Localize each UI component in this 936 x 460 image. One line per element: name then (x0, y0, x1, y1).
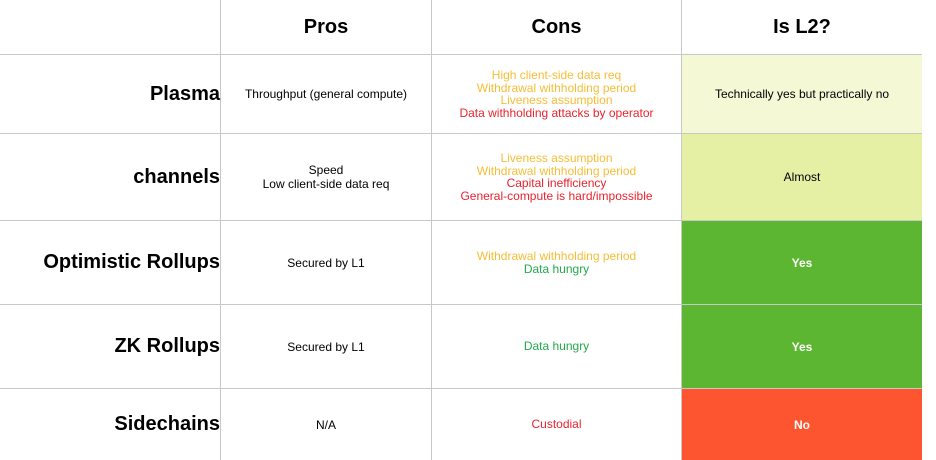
pros-item: N/A (315, 417, 336, 432)
cons-cell: Withdrawal withholding period Data hungry (432, 221, 682, 305)
pros-item: Low client-side data req (262, 177, 390, 191)
header-pros: Pros (221, 0, 432, 55)
pros-cell: Speed Low client-side data req (221, 134, 432, 221)
cons-item: High client-side data req (491, 68, 622, 82)
pros-cell: N/A (221, 389, 432, 460)
cons-item: Liveness assumption (500, 151, 613, 165)
header-is-l2: Is L2? (682, 0, 922, 55)
pros-item: Throughput (general compute) (244, 87, 408, 101)
row-label: channels (0, 134, 221, 221)
row-label: Sidechains (0, 389, 221, 460)
cons-cell: Liveness assumption Withdrawal withholdin… (432, 134, 682, 221)
header-cons: Cons (432, 0, 682, 55)
is-l2-cell: No (682, 389, 922, 460)
row-label: Optimistic Rollups (0, 221, 221, 305)
cons-item: Withdrawal withholding period (476, 80, 637, 95)
cons-item: Withdrawal withholding period (476, 249, 637, 263)
header-corner (0, 0, 221, 55)
cons-item: Custodial (531, 417, 582, 432)
is-l2-cell: Technically yes but practically no (682, 55, 922, 134)
cons-cell: Custodial (432, 389, 682, 460)
cons-item: General-compute is hard/impossible (460, 188, 653, 203)
cons-item: Data hungry (523, 339, 590, 354)
row-label: ZK Rollups (0, 305, 221, 389)
is-l2-cell: Almost (682, 134, 922, 221)
cons-item: Withdrawal withholding period (476, 163, 637, 178)
is-l2-cell: Yes (682, 221, 922, 305)
pros-cell: Secured by L1 (221, 305, 432, 389)
cons-item: Data hungry (523, 261, 590, 276)
pros-cell: Secured by L1 (221, 221, 432, 305)
row-label: Plasma (0, 55, 221, 134)
cons-cell: Data hungry (432, 305, 682, 389)
cons-item: Capital inefficiency (506, 176, 607, 190)
cons-item: Liveness assumption (500, 93, 613, 107)
pros-item: Speed (308, 163, 344, 177)
is-l2-cell: Yes (682, 305, 922, 389)
cons-item: Data withholding attacks by operator (459, 105, 654, 120)
pros-item: Secured by L1 (287, 339, 365, 354)
pros-cell: Throughput (general compute) (221, 55, 432, 134)
pros-item: Secured by L1 (287, 255, 365, 270)
cons-cell: High client-side data req Withdrawal with… (432, 55, 682, 134)
